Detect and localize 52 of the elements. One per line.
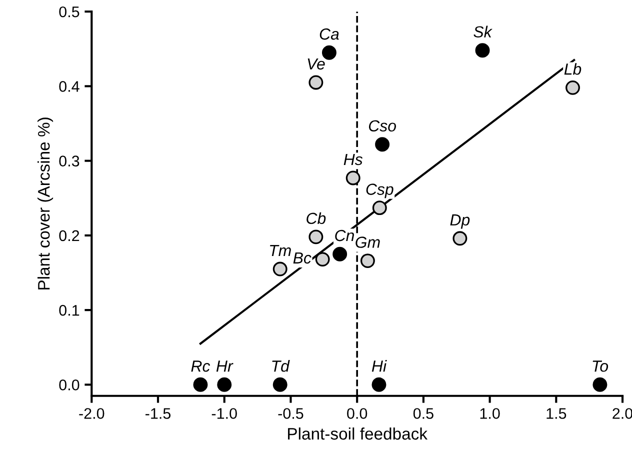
point xyxy=(193,377,208,392)
point xyxy=(332,246,348,262)
point xyxy=(272,262,288,276)
x-tick-label: -0.5 xyxy=(278,408,304,419)
annotation: Csp xyxy=(366,184,394,198)
y-tick-label: 0.3 xyxy=(59,156,80,166)
point xyxy=(322,45,336,60)
point xyxy=(308,230,324,244)
annotation: Td xyxy=(272,360,290,372)
point xyxy=(566,80,580,95)
x-tick-label: 0.5 xyxy=(413,408,434,419)
point xyxy=(308,75,324,90)
point xyxy=(592,377,608,392)
y-axis-title: Plant cover (Arcsine %) xyxy=(38,118,54,290)
point xyxy=(360,254,375,268)
annotation: Sk xyxy=(474,26,492,38)
y-tick-label: 0.0 xyxy=(59,380,80,390)
annotation: Ca xyxy=(320,28,339,40)
annotation: Dp xyxy=(450,214,470,229)
annotation: Cn xyxy=(335,230,354,242)
point xyxy=(375,137,390,152)
annotation: Hs xyxy=(344,154,363,166)
annotation: Gm xyxy=(356,236,380,248)
annotation: Cso xyxy=(368,120,396,132)
annotation: Ve xyxy=(308,58,325,70)
x-tick-label: 1.0 xyxy=(480,408,500,419)
y-tick-label: 0.5 xyxy=(59,6,80,18)
point xyxy=(372,200,387,216)
y-tick-label: 0.4 xyxy=(59,81,80,92)
point xyxy=(452,231,468,246)
point xyxy=(346,170,360,186)
point xyxy=(372,377,386,392)
annotation: Bc xyxy=(293,252,312,264)
point xyxy=(217,377,232,392)
annotation: Rc xyxy=(191,360,210,372)
x-tick-label: -1.5 xyxy=(146,408,171,419)
x-tick-label: 0.0 xyxy=(347,408,368,419)
annotation: Cb xyxy=(306,212,326,224)
annotation: Lb xyxy=(564,63,582,75)
point xyxy=(272,377,288,392)
y-tick-label: 0.1 xyxy=(59,304,80,316)
annotation: Hi xyxy=(372,360,387,372)
annotation: Tm xyxy=(270,244,291,256)
annotation: Hr xyxy=(216,360,234,372)
point xyxy=(475,43,490,58)
x-tick-label: 1.5 xyxy=(546,408,566,419)
x-tick-label: -2.0 xyxy=(79,408,104,419)
y-tick-label: 0.2 xyxy=(59,230,80,242)
annotation: To xyxy=(592,360,608,372)
x-tick-label: -1.0 xyxy=(212,408,237,419)
point xyxy=(315,252,330,267)
x-axis-title: Plant-soil feedback xyxy=(288,427,428,440)
